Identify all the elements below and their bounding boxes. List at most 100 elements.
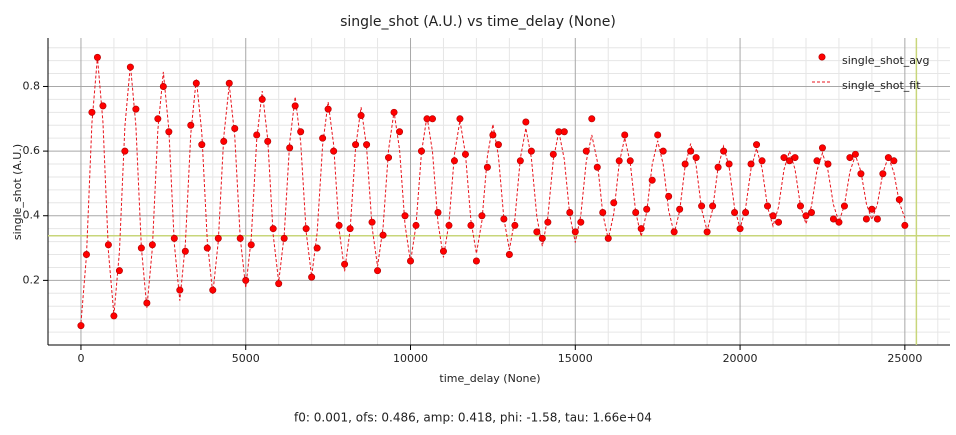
- data-point: [786, 157, 794, 165]
- data-point: [775, 218, 783, 226]
- data-point: [203, 244, 211, 252]
- data-point: [209, 286, 217, 294]
- data-point: [577, 218, 585, 226]
- data-point: [269, 225, 277, 233]
- data-point: [214, 234, 222, 242]
- data-point: [489, 131, 497, 139]
- data-point: [198, 141, 206, 149]
- data-point: [544, 218, 552, 226]
- data-point: [396, 128, 404, 136]
- y-tick-label: 0.4: [23, 209, 41, 222]
- data-point: [88, 108, 96, 116]
- data-point: [807, 209, 815, 217]
- chart-title: single_shot (A.U.) vs time_delay (None): [340, 14, 616, 30]
- data-point: [873, 215, 881, 223]
- data-point: [148, 241, 156, 249]
- data-point: [505, 251, 513, 259]
- data-point: [445, 221, 453, 229]
- data-point: [654, 131, 662, 139]
- data-point: [187, 121, 195, 129]
- data-point: [286, 144, 294, 152]
- data-point: [725, 160, 733, 168]
- data-point: [456, 115, 464, 123]
- data-point: [363, 141, 371, 149]
- data-point: [181, 247, 189, 255]
- fit-annotation: f0: 0.001, ofs: 0.486, amp: 0.418, phi: …: [294, 411, 652, 425]
- data-point: [412, 221, 420, 229]
- data-point: [753, 141, 761, 149]
- data-point: [115, 267, 123, 275]
- data-point: [467, 221, 475, 229]
- data-point: [143, 299, 151, 307]
- data-point: [610, 199, 618, 207]
- data-point: [483, 163, 491, 171]
- data-point: [681, 160, 689, 168]
- data-point: [132, 105, 140, 113]
- data-point: [368, 218, 376, 226]
- data-point: [571, 228, 579, 236]
- data-point: [231, 124, 239, 132]
- data-point: [742, 209, 750, 217]
- data-point: [731, 209, 739, 217]
- x-tick-label: 0: [77, 352, 84, 365]
- data-point: [813, 157, 821, 165]
- data-point: [461, 150, 469, 158]
- x-tick-label: 5000: [232, 352, 260, 365]
- data-point: [637, 225, 645, 233]
- data-point: [385, 154, 393, 162]
- data-point: [176, 286, 184, 294]
- x-axis-label: time_delay (None): [439, 372, 540, 385]
- data-point: [791, 154, 799, 162]
- data-point: [901, 221, 909, 229]
- data-point: [126, 63, 134, 71]
- data-point: [522, 118, 530, 126]
- data-point: [698, 202, 706, 210]
- data-point: [780, 154, 788, 162]
- data-point: [110, 312, 118, 320]
- data-point: [643, 205, 651, 213]
- data-point: [407, 257, 415, 265]
- data-point: [604, 234, 612, 242]
- data-point: [796, 202, 804, 210]
- legend-label: single_shot_fit: [842, 79, 921, 92]
- legend-marker: [818, 53, 826, 61]
- data-point: [829, 215, 837, 223]
- data-point: [335, 221, 343, 229]
- data-point: [879, 170, 887, 178]
- data-point: [890, 157, 898, 165]
- legend-label: single_shot_avg: [842, 54, 930, 67]
- data-point: [220, 137, 228, 145]
- data-point: [846, 154, 854, 162]
- data-point: [670, 228, 678, 236]
- data-point: [225, 79, 233, 87]
- data-point: [313, 244, 321, 252]
- x-tick-label: 15000: [558, 352, 593, 365]
- data-point: [835, 218, 843, 226]
- data-point: [868, 205, 876, 213]
- data-point: [264, 137, 272, 145]
- data-point: [330, 147, 338, 155]
- y-axis-label: single_shot (A.U.): [11, 144, 24, 240]
- x-tick-label: 25000: [887, 352, 922, 365]
- data-point: [714, 163, 722, 171]
- data-point: [582, 147, 590, 155]
- data-point: [851, 150, 859, 158]
- data-point: [379, 231, 387, 239]
- data-point: [665, 192, 673, 200]
- data-point: [341, 260, 349, 268]
- y-tick-label: 0.6: [23, 144, 41, 157]
- data-point: [857, 170, 865, 178]
- data-point: [747, 160, 755, 168]
- data-point: [390, 108, 398, 116]
- data-point: [588, 115, 596, 123]
- data-point: [77, 322, 85, 330]
- data-point: [511, 221, 519, 229]
- data-point: [104, 241, 112, 249]
- y-tick-label: 0.2: [23, 273, 41, 286]
- data-point: [862, 215, 870, 223]
- data-point: [538, 234, 546, 242]
- data-point: [818, 144, 826, 152]
- data-point: [121, 147, 129, 155]
- data-point: [824, 160, 832, 168]
- data-point: [450, 157, 458, 165]
